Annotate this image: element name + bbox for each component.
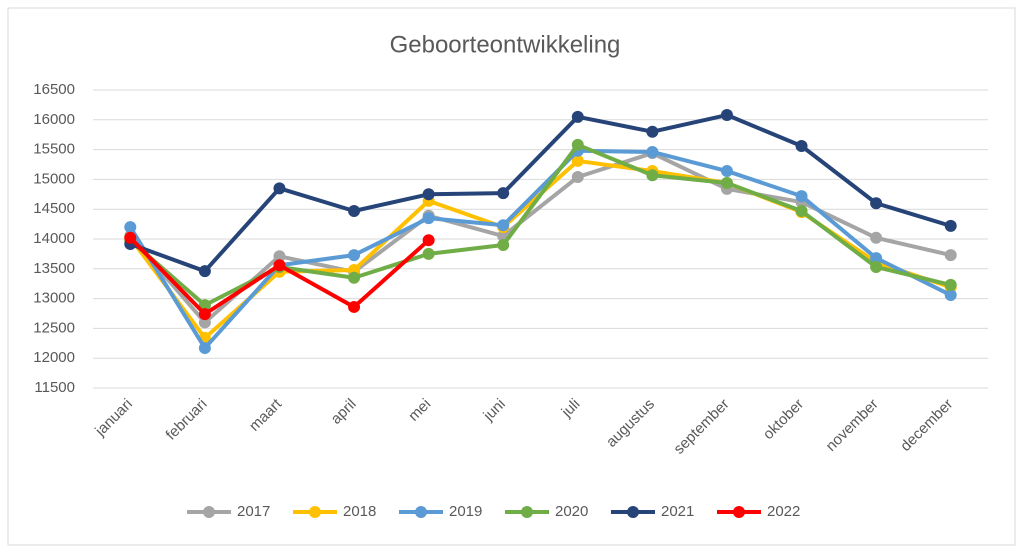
series-line	[129, 113, 952, 274]
legend-marker	[733, 506, 745, 518]
y-tick-label: 14500	[33, 200, 75, 217]
data-point	[273, 250, 286, 263]
data-point	[571, 154, 584, 167]
chart-title: Geboorteontwikkeling	[390, 31, 621, 58]
data-point	[124, 221, 137, 234]
data-point	[348, 271, 361, 284]
data-point	[944, 278, 957, 291]
legend-label: 2017	[237, 503, 270, 520]
legend-marker	[415, 506, 427, 518]
data-point	[720, 109, 733, 122]
data-point	[720, 176, 733, 189]
y-tick-label: 16500	[33, 81, 75, 98]
y-tick-label: 16000	[33, 111, 75, 128]
data-point	[497, 238, 510, 251]
data-point	[273, 259, 286, 272]
data-point	[348, 300, 361, 313]
y-tick-label: 15000	[33, 170, 75, 187]
y-tick-label: 14000	[33, 230, 75, 247]
data-point	[497, 187, 510, 200]
data-point	[870, 231, 883, 244]
data-point	[646, 145, 659, 158]
legend-marker	[203, 506, 215, 518]
y-tick-label: 13000	[33, 290, 75, 307]
data-point	[198, 316, 211, 329]
series-line	[128, 148, 952, 351]
data-point	[646, 125, 659, 138]
data-point	[870, 252, 883, 265]
data-point	[497, 219, 510, 232]
y-tick-label: 12500	[33, 319, 75, 336]
chart-frame	[7, 7, 1016, 546]
y-tick-label: 12000	[33, 349, 75, 366]
data-point	[198, 308, 211, 321]
data-point	[422, 247, 435, 260]
data-point	[422, 188, 435, 201]
data-point	[198, 299, 211, 312]
data-point	[944, 289, 957, 302]
data-point	[870, 261, 883, 274]
data-point	[198, 342, 211, 355]
legend-marker	[521, 506, 533, 518]
data-point	[273, 182, 286, 195]
data-point	[124, 231, 137, 244]
legend-marker	[627, 506, 639, 518]
y-tick-label: 15500	[33, 141, 75, 158]
data-point	[198, 265, 211, 278]
y-tick-label: 11500	[34, 379, 75, 396]
data-point	[422, 212, 435, 225]
data-point	[646, 169, 659, 182]
y-tick-label: 13500	[33, 260, 75, 277]
legend-label: 2022	[767, 503, 800, 520]
data-point	[571, 171, 584, 184]
legend-label: 2018	[343, 503, 376, 520]
data-point	[422, 234, 435, 247]
data-point	[870, 197, 883, 210]
legend-label: 2021	[661, 503, 694, 520]
data-point	[795, 190, 808, 203]
data-point	[795, 140, 808, 153]
data-point	[571, 110, 584, 123]
legend-label: 2019	[449, 503, 482, 520]
data-point	[795, 204, 808, 217]
data-point	[571, 138, 584, 151]
data-point	[720, 165, 733, 178]
data-point	[944, 249, 957, 262]
data-point	[348, 204, 361, 217]
legend-marker	[309, 506, 321, 518]
legend-label: 2020	[555, 503, 588, 520]
data-point	[944, 219, 957, 232]
data-point	[348, 249, 361, 262]
